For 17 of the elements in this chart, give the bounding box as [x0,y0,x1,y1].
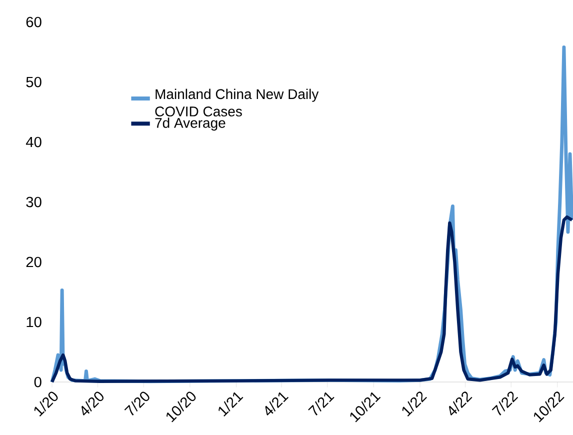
x-tick-label: 1/21 [218,392,244,417]
x-tick-label: 7/22 [492,392,518,416]
line-series [50,215,573,384]
y-tick-label: 20 [26,256,42,268]
legend-label: 7d Average [155,118,226,131]
y-tick-label: 40 [26,136,42,148]
y-tick-label: 10 [26,316,42,328]
x-tick-label: 4/20 [82,392,104,416]
y-tick-label: 0 [34,376,42,388]
x-tick-label: 7/20 [124,392,150,416]
x-tick-label: 4/21 [265,392,289,416]
legend-label: Mainland China New Daily COVID Cases [155,88,319,116]
y-tick-label: 30 [26,196,42,208]
x-tick-label: 4/22 [448,392,472,416]
x-tick-label: 7/21 [308,392,334,416]
y-tick-label: 50 [26,76,42,88]
y-tick-label: 60 [26,16,42,28]
